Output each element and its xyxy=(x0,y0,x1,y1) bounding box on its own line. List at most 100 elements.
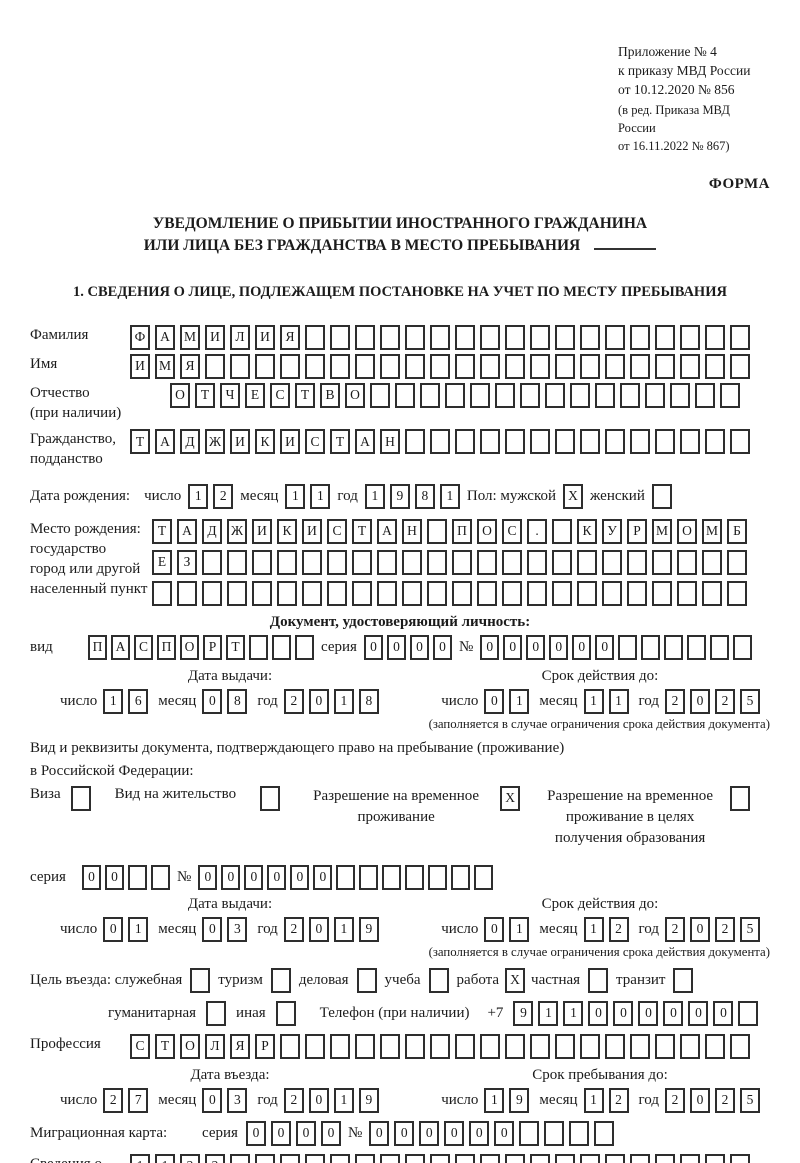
char-cell[interactable]: 2 xyxy=(180,1153,200,1163)
char-cell[interactable] xyxy=(527,549,547,575)
char-cell[interactable] xyxy=(552,549,572,575)
char-cell[interactable]: И xyxy=(252,518,272,544)
char-cell[interactable] xyxy=(382,864,402,890)
char-cell[interactable]: 0 xyxy=(313,864,333,890)
char-cell[interactable] xyxy=(355,1153,375,1163)
char-cell[interactable]: З xyxy=(177,549,197,575)
char-cell[interactable]: 0 xyxy=(444,1120,465,1146)
char-cell[interactable] xyxy=(645,382,665,408)
char-cell[interactable] xyxy=(545,382,565,408)
char-cell[interactable] xyxy=(527,580,547,606)
char-cell[interactable] xyxy=(655,324,675,350)
char-cell[interactable]: 1 xyxy=(103,688,124,714)
char-cell[interactable]: Д xyxy=(180,429,200,455)
residence-permit-checkbox[interactable] xyxy=(260,785,281,811)
char-cell[interactable]: 1 xyxy=(333,1087,354,1113)
char-cell[interactable]: А xyxy=(155,429,175,455)
char-cell[interactable] xyxy=(377,549,397,575)
char-cell[interactable]: Р xyxy=(255,1033,275,1059)
char-cell[interactable]: П xyxy=(452,518,472,544)
char-cell[interactable] xyxy=(355,1033,375,1059)
char-cell[interactable] xyxy=(252,549,272,575)
char-cell[interactable]: 2 xyxy=(665,688,685,714)
char-cell[interactable] xyxy=(402,549,422,575)
char-cell[interactable]: С xyxy=(305,429,325,455)
char-cell[interactable] xyxy=(305,1033,325,1059)
char-cell[interactable] xyxy=(252,580,272,606)
char-cell[interactable]: К xyxy=(577,518,597,544)
char-cell[interactable] xyxy=(277,580,297,606)
char-cell[interactable] xyxy=(405,353,425,379)
char-cell[interactable] xyxy=(336,864,356,890)
char-cell[interactable] xyxy=(451,864,471,890)
char-cell[interactable]: 5 xyxy=(740,688,760,714)
char-cell[interactable]: Т xyxy=(226,634,245,660)
char-cell[interactable]: М xyxy=(702,518,722,544)
char-cell[interactable]: X xyxy=(563,483,584,509)
char-cell[interactable] xyxy=(455,429,475,455)
char-cell[interactable] xyxy=(405,1153,425,1163)
char-cell[interactable] xyxy=(580,1153,600,1163)
char-cell[interactable]: 1 xyxy=(583,916,604,942)
char-cell[interactable]: Я xyxy=(230,1033,250,1059)
char-cell[interactable]: 2 xyxy=(715,916,735,942)
char-cell[interactable] xyxy=(277,549,297,575)
char-cell[interactable]: 2 xyxy=(608,916,629,942)
char-cell[interactable] xyxy=(730,1033,750,1059)
char-cell[interactable]: 9 xyxy=(509,1087,530,1113)
char-cell[interactable]: 1 xyxy=(563,1000,584,1026)
char-cell[interactable] xyxy=(730,1153,750,1163)
char-cell[interactable] xyxy=(505,353,525,379)
char-cell[interactable]: 0 xyxy=(549,634,569,660)
char-cell[interactable] xyxy=(552,518,572,544)
char-cell[interactable] xyxy=(730,429,750,455)
char-cell[interactable]: 9 xyxy=(389,483,410,509)
char-cell[interactable] xyxy=(302,549,322,575)
char-cell[interactable]: М xyxy=(652,518,672,544)
char-cell[interactable]: Ж xyxy=(205,429,225,455)
purpose-work-checkbox[interactable]: X xyxy=(505,967,526,993)
char-cell[interactable]: 9 xyxy=(513,1000,534,1026)
char-cell[interactable]: 9 xyxy=(358,916,379,942)
char-cell[interactable]: 0 xyxy=(494,1120,515,1146)
char-cell[interactable]: 0 xyxy=(369,1120,390,1146)
char-cell[interactable] xyxy=(670,382,690,408)
char-cell[interactable] xyxy=(427,580,447,606)
purpose-other-checkbox[interactable] xyxy=(275,1000,296,1026)
char-cell[interactable]: 0 xyxy=(221,864,241,890)
char-cell[interactable]: 0 xyxy=(386,634,406,660)
char-cell[interactable]: Я xyxy=(280,324,300,350)
char-cell[interactable] xyxy=(630,353,650,379)
char-cell[interactable] xyxy=(502,549,522,575)
char-cell[interactable] xyxy=(730,324,750,350)
char-cell[interactable] xyxy=(580,429,600,455)
char-cell[interactable] xyxy=(544,1120,565,1146)
char-cell[interactable] xyxy=(249,634,268,660)
char-cell[interactable] xyxy=(595,382,615,408)
char-cell[interactable] xyxy=(495,382,515,408)
char-cell[interactable] xyxy=(428,864,448,890)
char-cell[interactable]: О xyxy=(345,382,365,408)
char-cell[interactable]: 0 xyxy=(103,916,124,942)
char-cell[interactable] xyxy=(605,1033,625,1059)
char-cell[interactable]: Т xyxy=(352,518,372,544)
char-cell[interactable] xyxy=(430,1153,450,1163)
char-cell[interactable]: А xyxy=(377,518,397,544)
char-cell[interactable]: 1 xyxy=(130,1153,150,1163)
char-cell[interactable] xyxy=(710,634,730,660)
char-cell[interactable]: 0 xyxy=(409,634,429,660)
char-cell[interactable] xyxy=(430,353,450,379)
char-cell[interactable] xyxy=(395,382,415,408)
char-cell[interactable] xyxy=(205,353,225,379)
char-cell[interactable] xyxy=(480,353,500,379)
char-cell[interactable]: С xyxy=(270,382,290,408)
char-cell[interactable] xyxy=(580,353,600,379)
char-cell[interactable] xyxy=(505,429,525,455)
char-cell[interactable]: О xyxy=(170,382,190,408)
char-cell[interactable]: 0 xyxy=(638,1000,659,1026)
char-cell[interactable] xyxy=(702,549,722,575)
char-cell[interactable] xyxy=(480,324,500,350)
char-cell[interactable]: 0 xyxy=(202,916,223,942)
char-cell[interactable]: 0 xyxy=(363,634,383,660)
char-cell[interactable] xyxy=(452,549,472,575)
